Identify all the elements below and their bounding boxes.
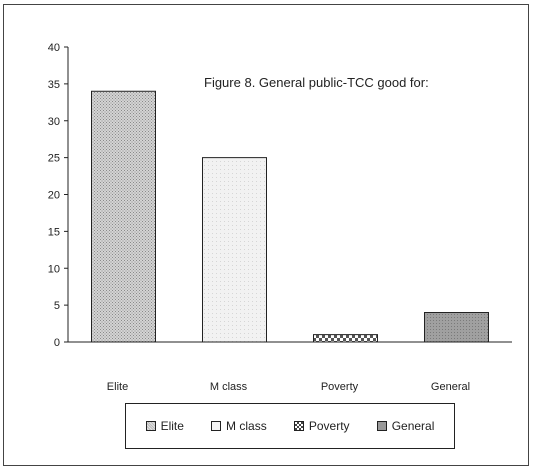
y-tick-label: 30 — [48, 116, 60, 128]
y-tick-label: 10 — [48, 263, 60, 275]
x-category-label: Elite — [107, 381, 128, 393]
bar-general — [424, 312, 489, 343]
legend-swatch — [145, 421, 156, 431]
chart-frame: 0 5 10 15 20 25 30 35 40 Elite M class Poverty Gene… — [3, 4, 529, 466]
legend-item-m-class: M class — [211, 419, 267, 433]
x-category-label: Poverty — [321, 381, 359, 393]
legend-item-elite: Elite — [145, 419, 184, 433]
bar-elite — [91, 90, 156, 343]
legend-label: M class — [226, 419, 267, 433]
legend-label: Poverty — [308, 419, 350, 433]
legend-swatch — [376, 421, 387, 431]
legend-label: Elite — [160, 419, 184, 433]
y-tick-label: 5 — [54, 300, 60, 312]
chart-title: Figure 8. General public-TCC good for: — [204, 75, 429, 90]
legend-item-general: General — [376, 419, 435, 433]
legend-item-poverty: Poverty — [293, 419, 350, 433]
y-tick-label: 40 — [48, 42, 60, 54]
y-tick-label: 20 — [48, 190, 60, 202]
y-tick-label: 0 — [54, 337, 60, 349]
legend-swatch — [293, 421, 304, 431]
x-category-label: General — [431, 381, 470, 393]
bar-m-class — [202, 157, 267, 343]
bar-chart: 0 5 10 15 20 25 30 35 40 Elite M class Poverty Gene… — [48, 42, 512, 393]
bar-poverty — [313, 334, 378, 343]
legend-swatch — [211, 421, 222, 431]
y-tick-label: 15 — [48, 226, 60, 238]
x-category-label: M class — [210, 381, 248, 393]
legend-label: General — [391, 419, 435, 433]
y-tick-label: 35 — [48, 79, 60, 91]
legend: Elite M class Poverty General — [125, 403, 455, 449]
y-tick-label: 25 — [48, 153, 60, 165]
